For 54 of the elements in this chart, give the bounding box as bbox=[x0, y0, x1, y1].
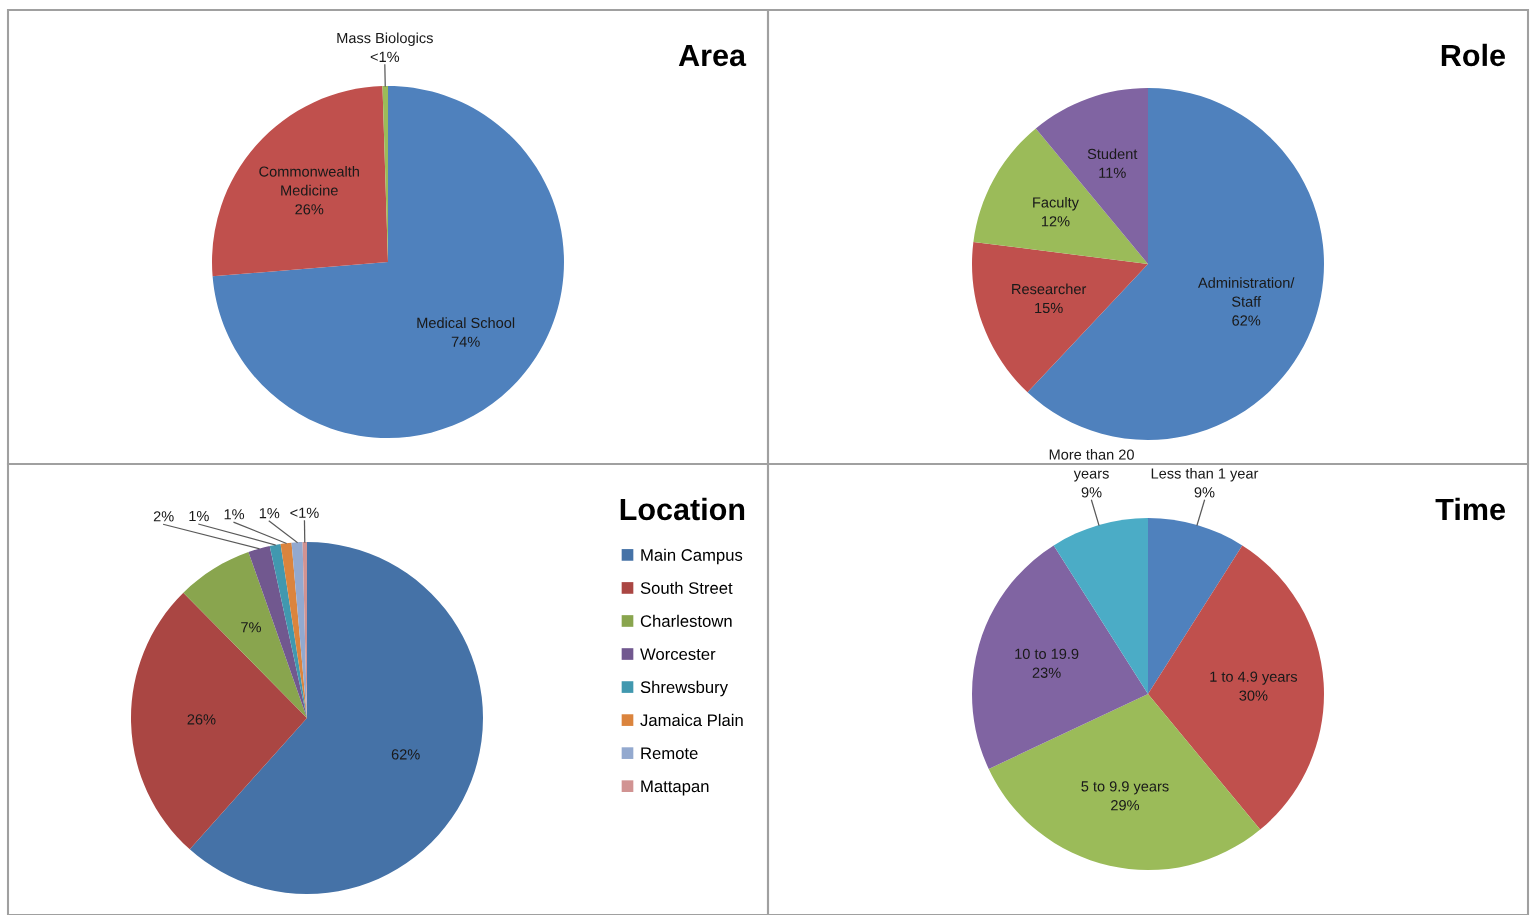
slice-label: Administration/ Staff bbox=[1197, 277, 1295, 307]
data-label: 9% bbox=[1194, 487, 1215, 498]
slice-label: 10 to 19.9 bbox=[1015, 648, 1079, 660]
data-label: 30% bbox=[1239, 690, 1268, 701]
pie-slice bbox=[972, 241, 1148, 393]
slice-label: Commonwealth Medicine bbox=[259, 165, 359, 196]
slice-label: Researcher bbox=[1012, 283, 1087, 295]
pie-slice bbox=[131, 592, 307, 850]
pie-slice bbox=[1035, 88, 1148, 264]
legend-label: Shrewsbury bbox=[640, 680, 728, 697]
pie-slice bbox=[269, 544, 307, 718]
data-label: 23% bbox=[1032, 667, 1061, 678]
text: Role bbox=[1441, 43, 1505, 67]
data-label: <1% bbox=[290, 507, 319, 518]
data-label: 12% bbox=[1041, 216, 1070, 227]
data-label: 1% bbox=[189, 511, 209, 522]
text: Time bbox=[1435, 497, 1505, 521]
slice-label: More than 20 years bbox=[1049, 449, 1134, 482]
data-label: 11% bbox=[1099, 167, 1126, 178]
legend-label: Worcester bbox=[640, 648, 716, 661]
data-label: 26% bbox=[295, 204, 324, 215]
legend-label: Remote bbox=[641, 747, 698, 760]
slice-label: 5 to 9.9 years bbox=[1081, 781, 1169, 795]
data-label: 74% bbox=[451, 336, 480, 347]
data-label: 29% bbox=[1111, 800, 1140, 811]
legend-label: Mattapan bbox=[641, 780, 709, 796]
data-label: 1% bbox=[224, 509, 245, 520]
data-label: <1% bbox=[370, 51, 400, 62]
pie-slice bbox=[973, 128, 1148, 264]
pie-slice bbox=[280, 542, 307, 718]
legend-label: South Street bbox=[640, 581, 733, 594]
legend-label: Charlestown bbox=[640, 614, 732, 627]
pie-slice bbox=[212, 86, 388, 277]
data-label: 1% bbox=[259, 508, 280, 519]
slice-label: Medical School bbox=[417, 317, 515, 329]
legend-label: Main Campus bbox=[641, 548, 743, 565]
data-label: 62% bbox=[1232, 315, 1261, 326]
slice-label: Faculty bbox=[1033, 196, 1079, 211]
pie-slice bbox=[189, 542, 483, 894]
text: Area bbox=[678, 44, 747, 67]
slice-label: Less than 1 year bbox=[1151, 467, 1259, 482]
data-label: 2% bbox=[153, 511, 174, 522]
pie-slice bbox=[972, 545, 1148, 769]
data-label: 9% bbox=[1081, 487, 1102, 498]
slice-label: 1 to 4.9 years bbox=[1210, 671, 1298, 685]
data-label: 7% bbox=[241, 622, 261, 633]
data-label: 15% bbox=[1035, 302, 1063, 314]
data-label: 26% bbox=[187, 714, 216, 725]
chart-title: Location bbox=[620, 497, 745, 521]
legend-label: Jamaica Plain bbox=[640, 713, 743, 727]
slice-label: Mass Biologics bbox=[337, 32, 433, 47]
slice-label: Student bbox=[1087, 148, 1138, 160]
data-label: 62% bbox=[391, 749, 420, 760]
pie-slice bbox=[212, 86, 564, 438]
